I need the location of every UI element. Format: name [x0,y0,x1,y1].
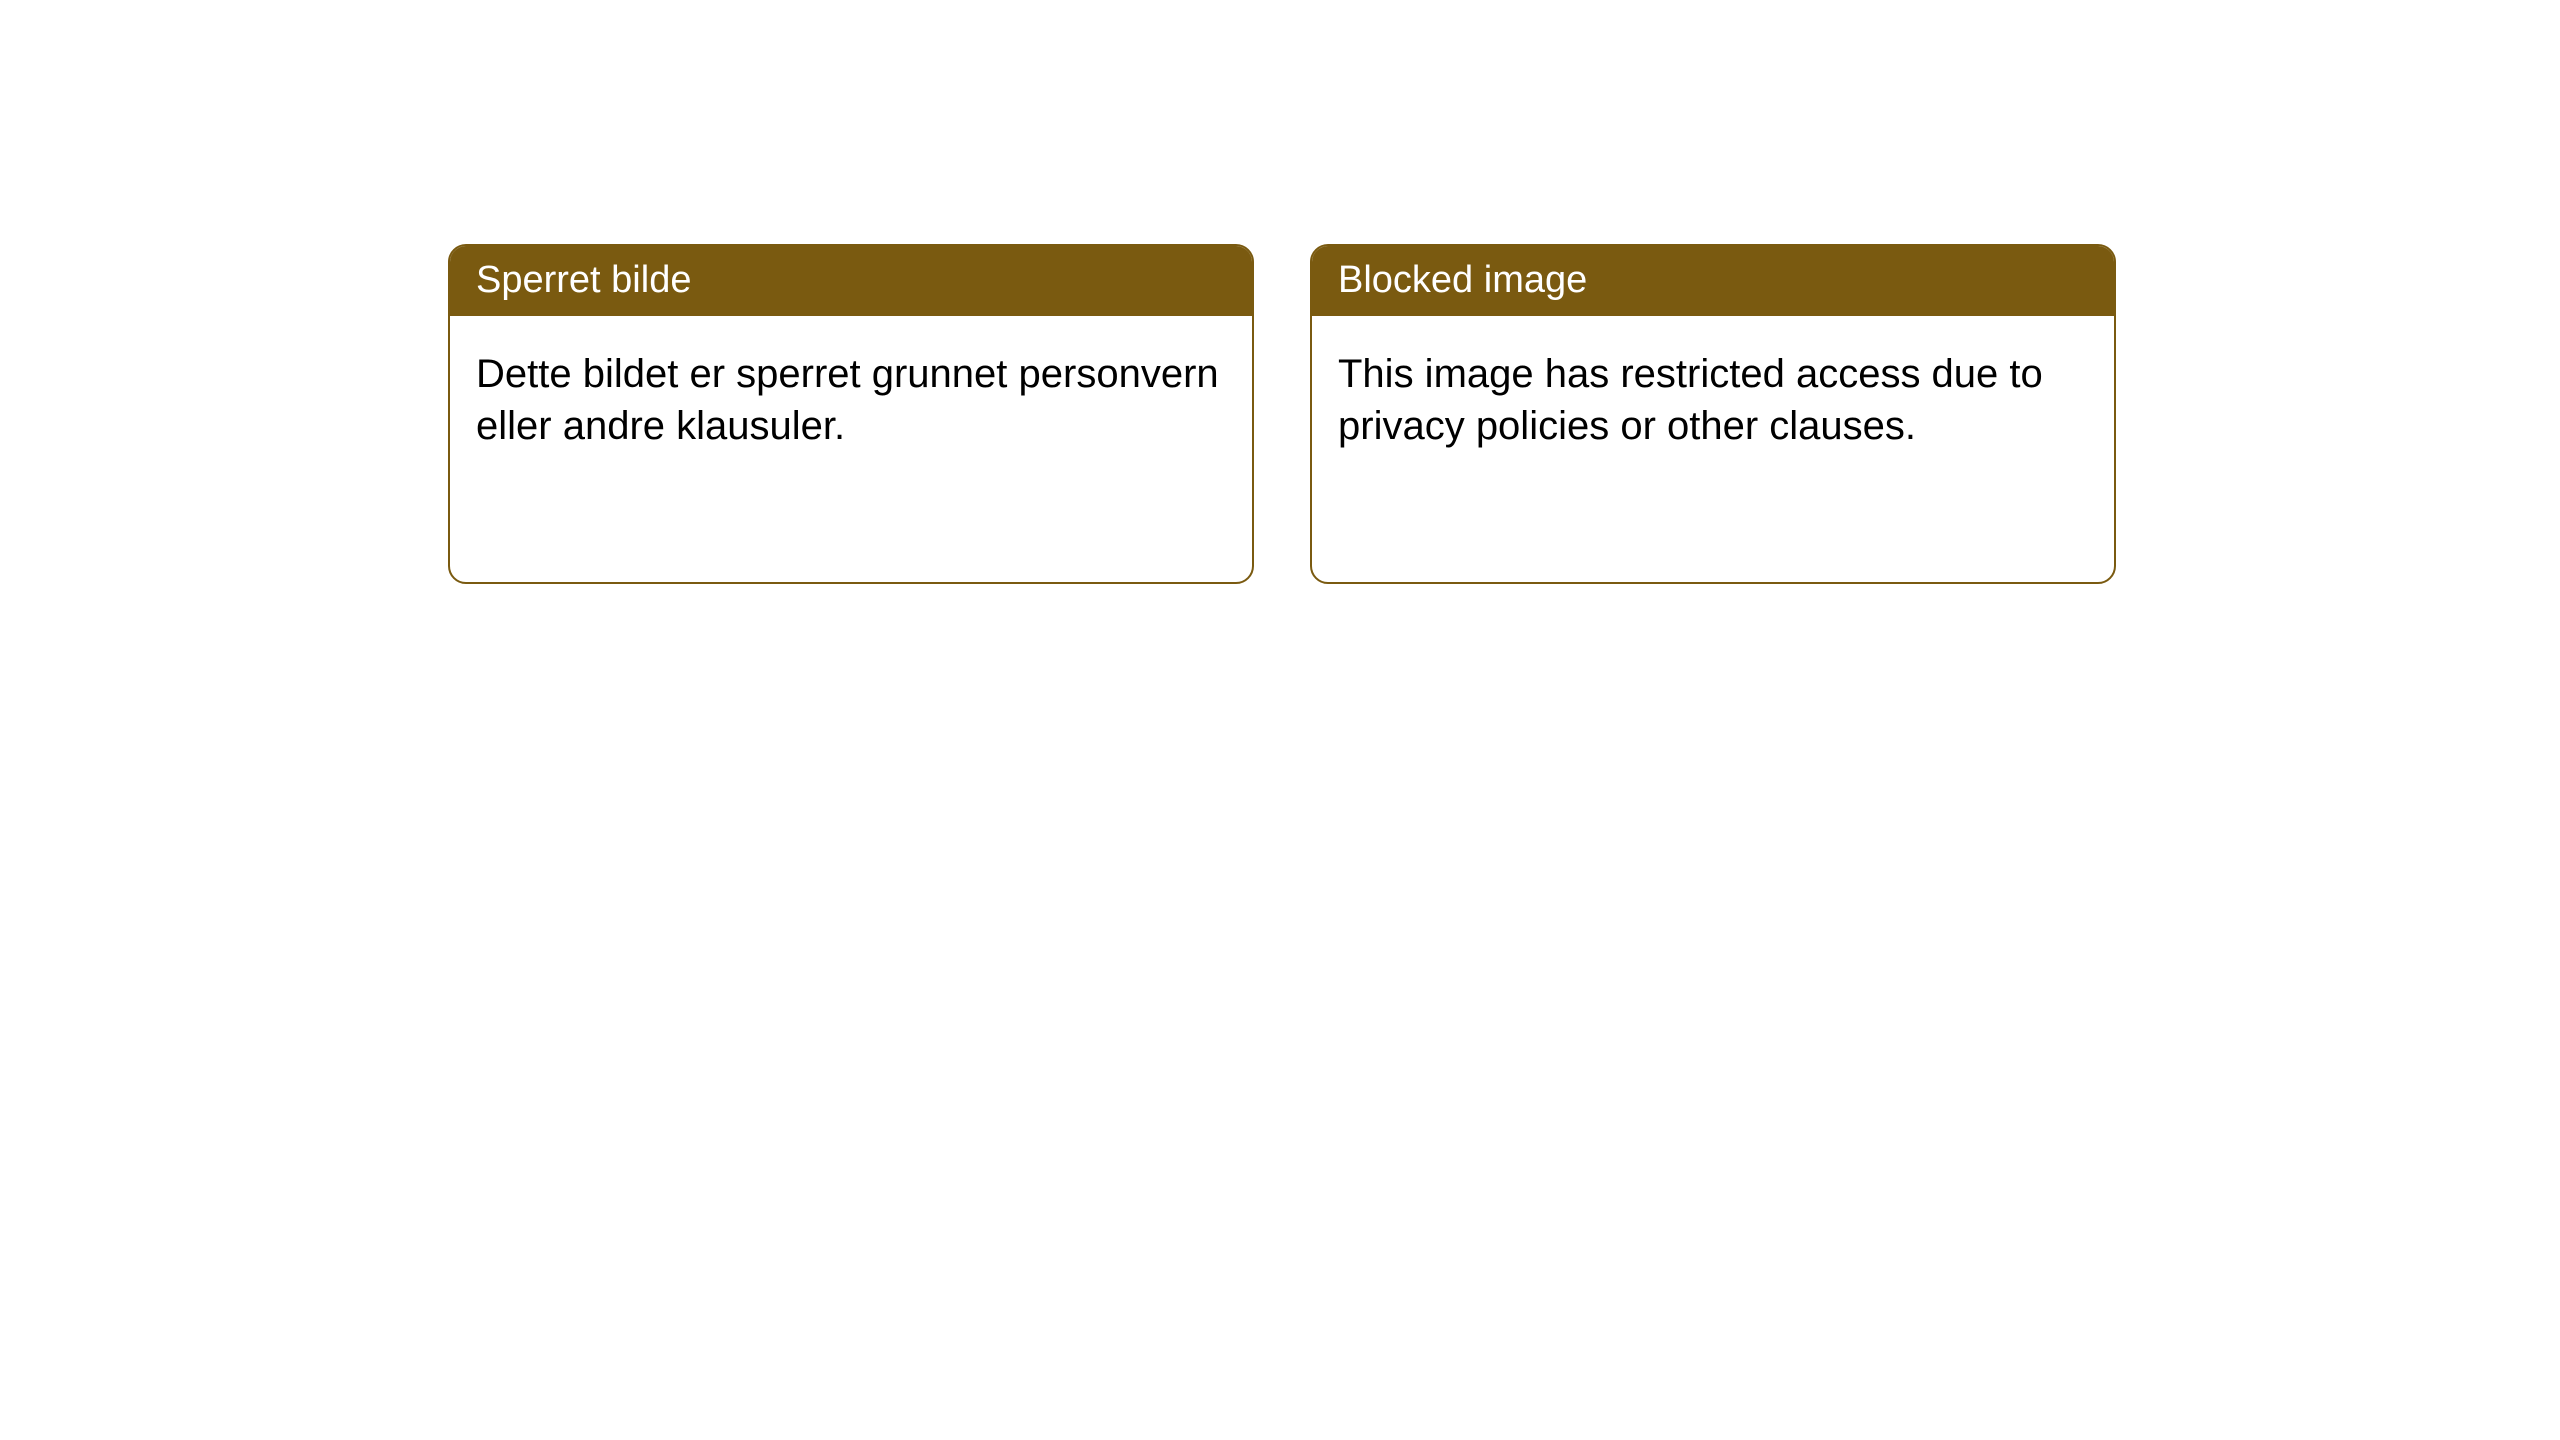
card-body-english: This image has restricted access due to … [1312,316,2114,484]
card-title-english: Blocked image [1338,259,1587,301]
card-header-norwegian: Sperret bilde [450,246,1252,316]
cards-container: Sperret bilde Dette bildet er sperret gr… [448,244,2116,584]
card-text-english: This image has restricted access due to … [1338,352,2043,448]
card-body-norwegian: Dette bildet er sperret grunnet personve… [450,316,1252,484]
card-norwegian: Sperret bilde Dette bildet er sperret gr… [448,244,1254,584]
card-text-norwegian: Dette bildet er sperret grunnet personve… [476,352,1219,448]
card-english: Blocked image This image has restricted … [1310,244,2116,584]
card-title-norwegian: Sperret bilde [476,259,691,301]
card-header-english: Blocked image [1312,246,2114,316]
